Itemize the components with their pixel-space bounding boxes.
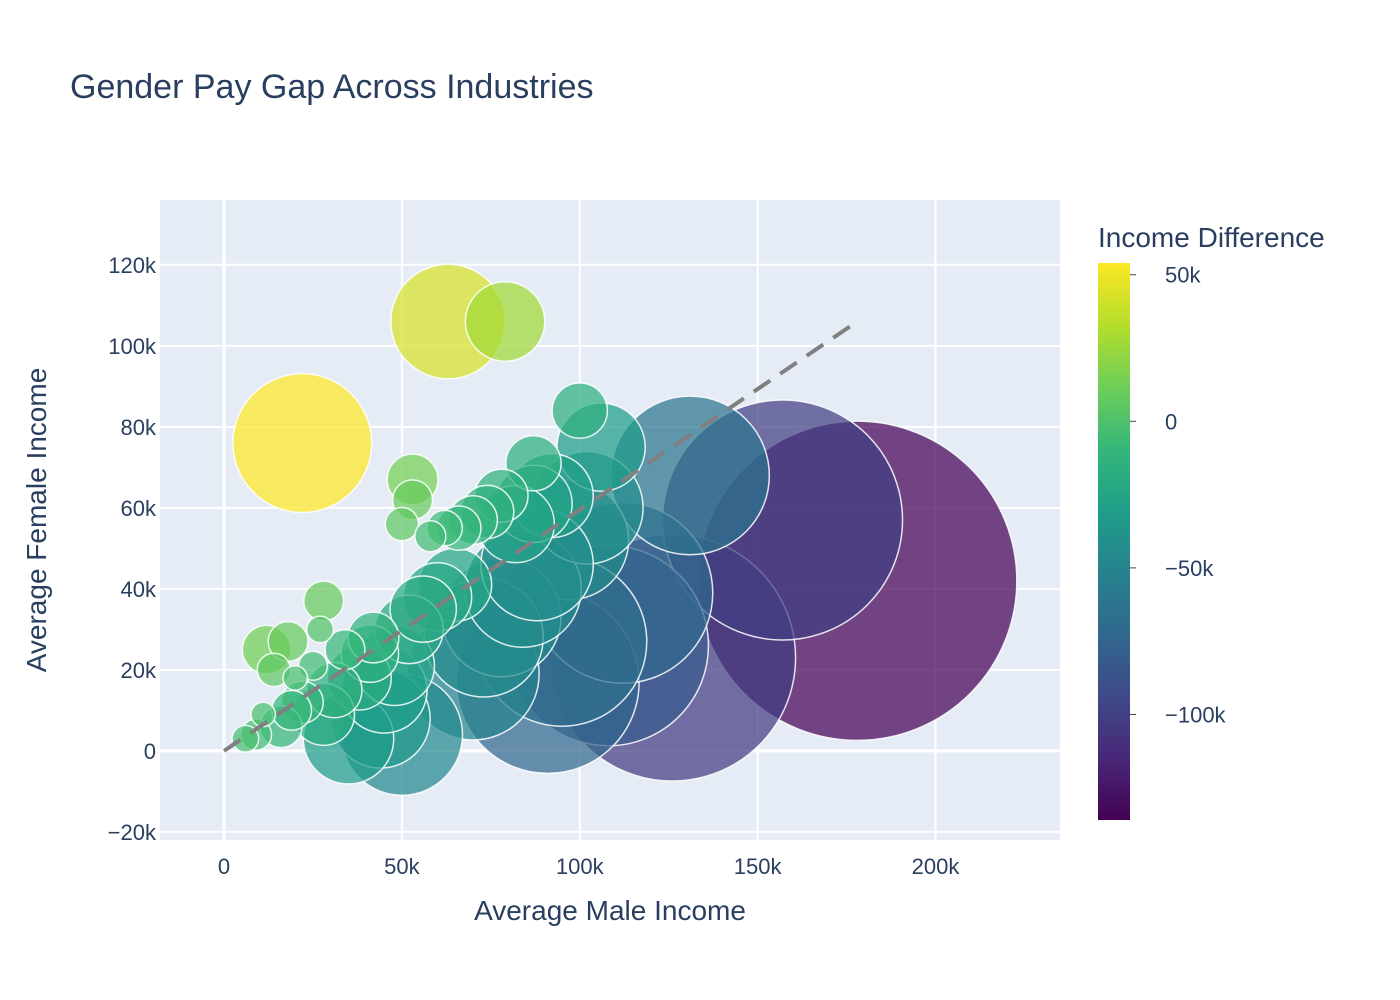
x-tick-label: 100k — [556, 854, 605, 879]
y-tick-label: 120k — [108, 253, 157, 278]
bubble-point[interactable] — [414, 519, 447, 553]
x-tick-label: 150k — [734, 854, 783, 879]
y-tick-label: −20k — [108, 820, 157, 845]
colorbar — [1098, 263, 1130, 820]
y-tick-label: 20k — [121, 658, 157, 683]
bubble-layer — [231, 263, 1018, 797]
y-axis-title: Average Female Income — [21, 368, 52, 673]
x-tick-label: 50k — [384, 854, 420, 879]
x-axis-ticks: 0 50k 100k 150k 200k — [218, 854, 960, 879]
bubble-point[interactable] — [389, 575, 458, 643]
colorbar-ticks: 50k 0 −50k −100k — [1130, 263, 1227, 727]
y-tick-label: 40k — [121, 577, 157, 602]
bubble-point[interactable] — [282, 665, 309, 691]
x-tick-label: 200k — [912, 854, 961, 879]
bubble-point[interactable] — [384, 506, 420, 542]
colorbar-tick-label: −100k — [1165, 702, 1227, 727]
colorbar-title: Income Difference — [1098, 222, 1325, 253]
y-tick-label: 0 — [144, 739, 156, 764]
colorbar-tick-label: 50k — [1165, 263, 1201, 288]
bubble-point[interactable] — [464, 281, 546, 362]
y-tick-label: 100k — [108, 334, 157, 359]
x-tick-label: 0 — [218, 854, 230, 879]
colorbar-tick-label: 0 — [1165, 409, 1177, 434]
y-tick-label: 80k — [121, 415, 157, 440]
chart-title: Gender Pay Gap Across Industries — [70, 68, 594, 106]
x-axis-title: Average Male Income — [474, 895, 746, 926]
bubble-point[interactable] — [302, 580, 345, 622]
y-tick-label: 60k — [121, 496, 157, 521]
y-axis-ticks: −20k 0 20k 40k 60k 80k 100k 120k — [108, 253, 157, 845]
bubble-point[interactable] — [551, 382, 609, 439]
bubble-point[interactable] — [232, 372, 373, 514]
bubble-point[interactable] — [306, 615, 335, 644]
colorbar-tick-label: −50k — [1165, 556, 1214, 581]
